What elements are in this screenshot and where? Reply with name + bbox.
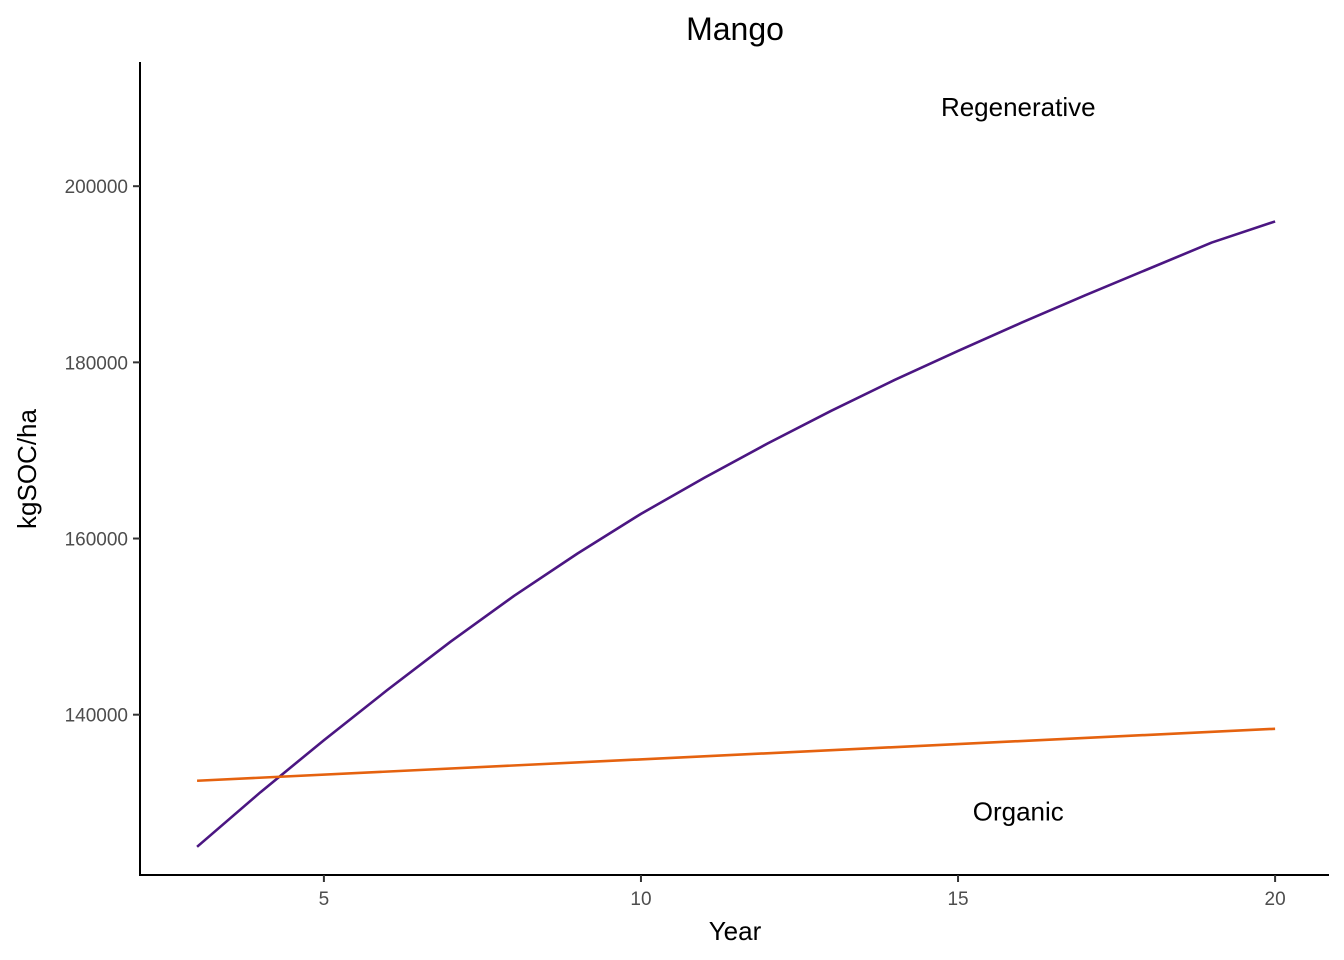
- series-layer: [196, 220, 1276, 848]
- series-line-organic: [197, 727, 1276, 783]
- annotation-label-regenerative: Regenerative: [941, 92, 1096, 122]
- plot-area: Regenerative Organic: [196, 92, 1276, 848]
- x-tick-label: 20: [1265, 889, 1286, 910]
- y-tick-label: 140000: [65, 706, 128, 727]
- y-axis-title: kgSOC/ha: [12, 408, 42, 528]
- x-tick-label: 15: [947, 889, 968, 910]
- y-tick-label: 200000: [65, 177, 128, 198]
- x-axis-ticks: 5 10 15 20: [319, 875, 1286, 910]
- chart-title: Mango: [686, 11, 784, 47]
- x-tick-label: 5: [319, 889, 330, 910]
- annotation-layer: Regenerative Organic: [941, 92, 1096, 827]
- annotation-label-organic: Organic: [973, 797, 1064, 827]
- y-axis-ticks: 140000 160000 180000 200000: [65, 177, 140, 727]
- series-line-regenerative: [196, 220, 1276, 848]
- y-tick-label: 180000: [65, 353, 128, 374]
- x-axis-title: Year: [709, 916, 762, 946]
- y-tick-label: 160000: [65, 530, 128, 551]
- x-tick-label: 10: [630, 889, 651, 910]
